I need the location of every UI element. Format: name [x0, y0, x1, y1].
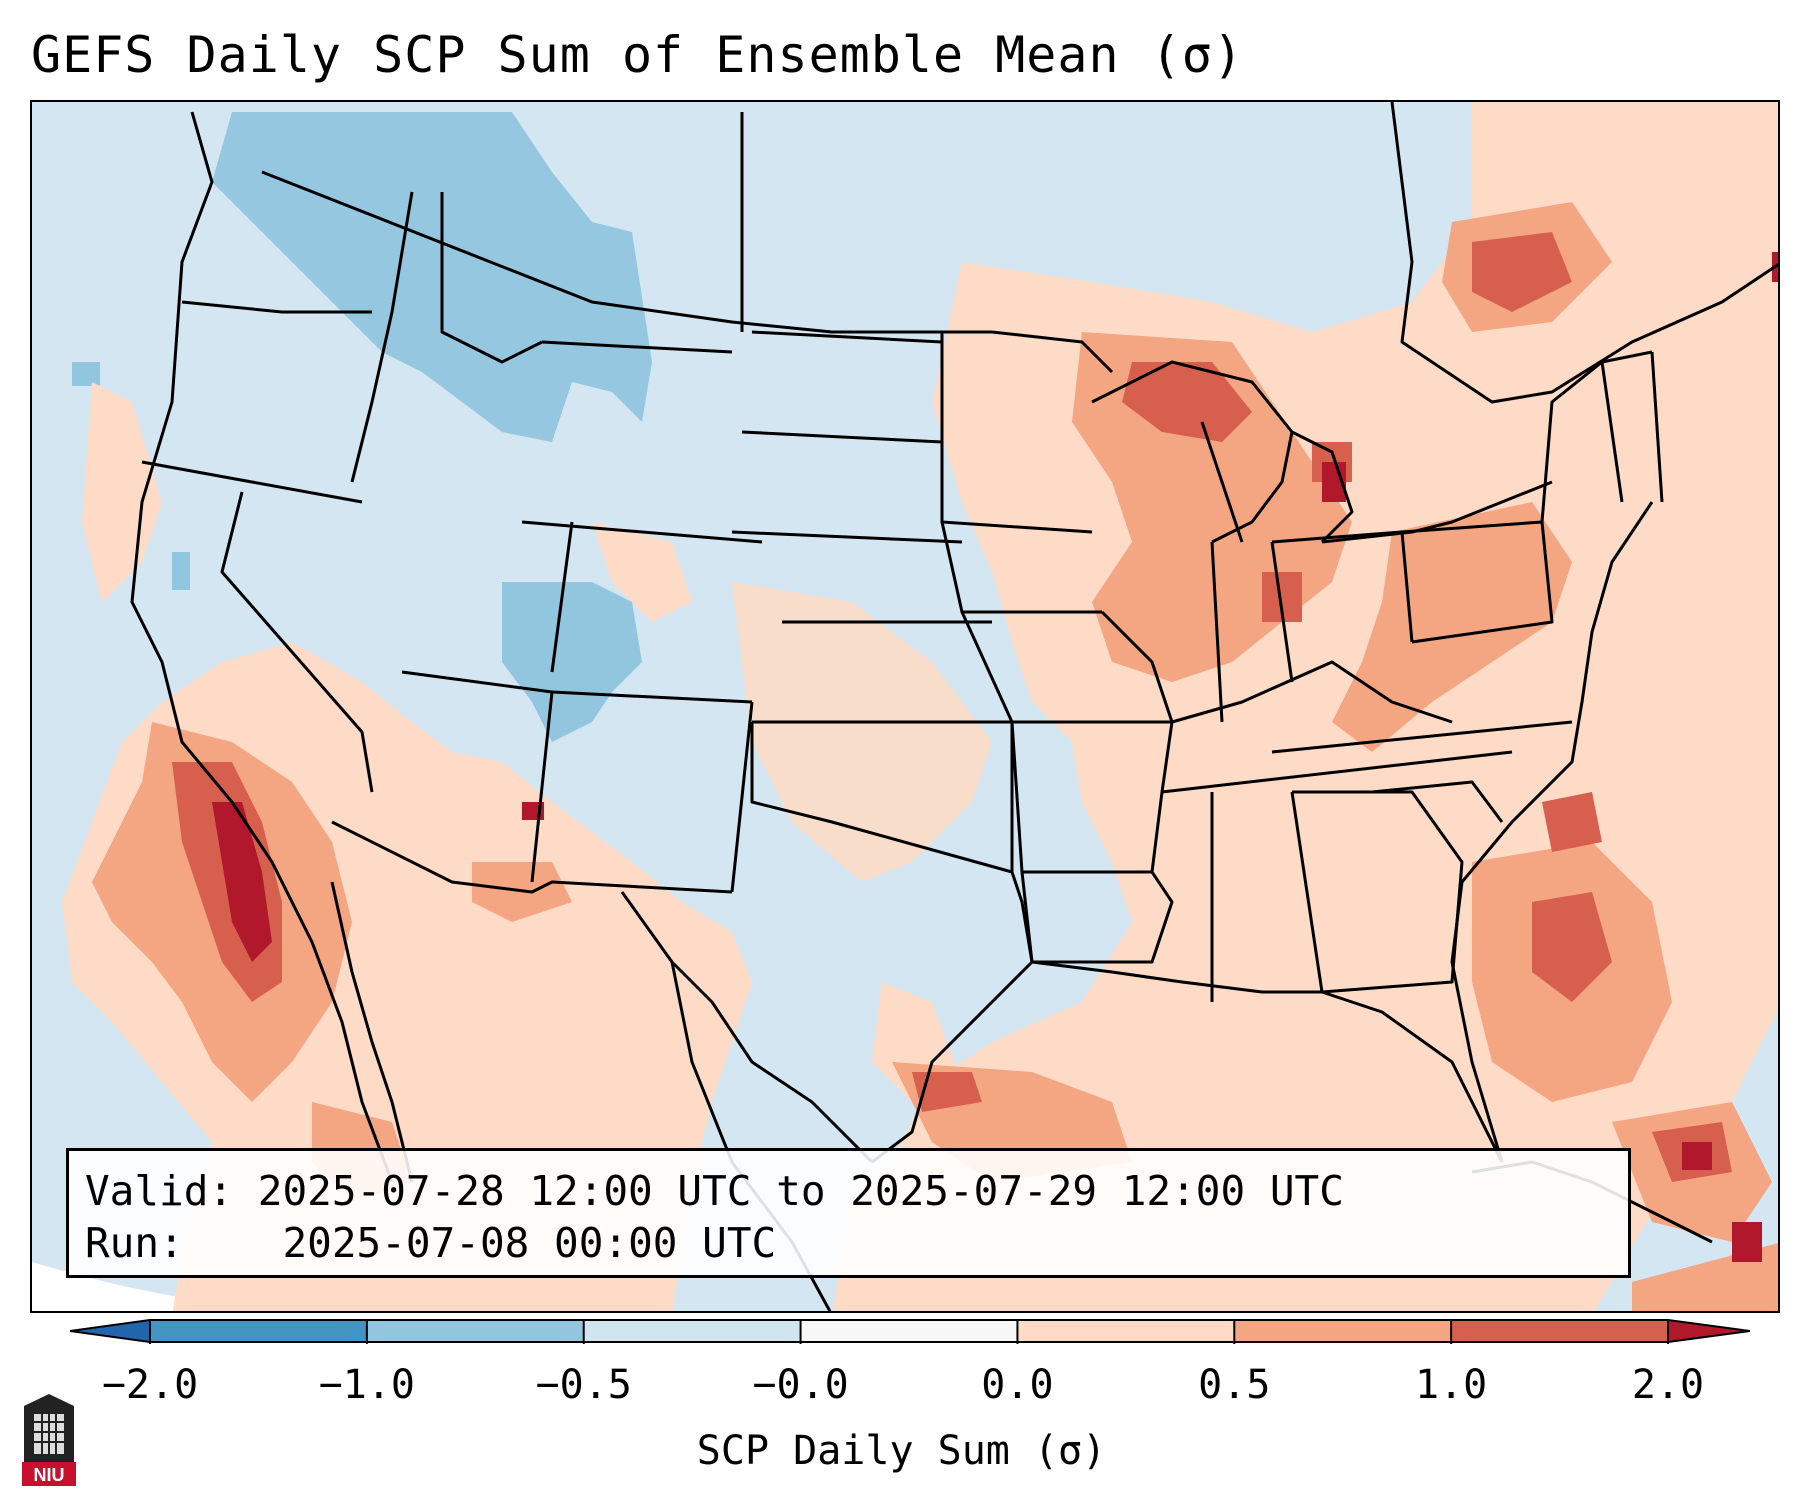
run-line: Run: 2025-07-08 00:00 UTC	[85, 1217, 1628, 1269]
colorbar-tick-label: 2.0	[1631, 1362, 1705, 1408]
colorbar-bin	[1017, 1320, 1235, 1342]
logo-text: NIU	[34, 1465, 65, 1485]
colorbar-tick-label: 0.0	[981, 1362, 1054, 1408]
colorbar-bin	[1234, 1320, 1452, 1342]
colorbar-bin	[1451, 1320, 1669, 1342]
colorbar-bin	[583, 1320, 802, 1342]
colorbar-tick-label: 1.0	[1415, 1362, 1488, 1408]
colorbar-bins	[150, 1320, 1669, 1342]
niu-logo: NIU	[22, 1394, 76, 1486]
colorbar-tick-label: −0.0	[752, 1362, 849, 1408]
run-label: Run:	[85, 1219, 184, 1267]
colorbar-over-extension	[1668, 1320, 1750, 1342]
colorbar-tick-label: 0.5	[1198, 1362, 1271, 1408]
chart-title: GEFS Daily SCP Sum of Ensemble Mean (σ)	[31, 26, 1244, 84]
anomaly-map	[32, 102, 1778, 1311]
valid-label: Valid:	[85, 1167, 234, 1215]
colorbar-ticks	[149, 1320, 1669, 1344]
colorbar-tick-label: −0.5	[535, 1362, 632, 1408]
projection-edge	[32, 1262, 279, 1311]
map-panel	[30, 100, 1780, 1313]
state-borders	[130, 102, 1778, 1311]
valid-line: Valid: 2025-07-28 12:00 UTC to 2025-07-2…	[85, 1165, 1628, 1217]
colorbar-bin	[150, 1320, 368, 1342]
valid-value: 2025-07-28 12:00 UTC to 2025-07-29 12:00…	[257, 1167, 1344, 1215]
colorbar-tick-label: −2.0	[101, 1362, 199, 1408]
colorbar-outline	[70, 1319, 1750, 1343]
colorbar-label: SCP Daily Sum (σ)	[696, 1428, 1107, 1474]
colorbar-under-extension	[70, 1320, 150, 1342]
positive-max-regions	[212, 252, 1778, 1262]
colorbar-bin	[366, 1320, 585, 1342]
colorbar-tick-label: −1.0	[318, 1362, 416, 1408]
colorbar	[70, 1319, 1750, 1344]
run-value: 2025-07-08 00:00 UTC	[282, 1219, 777, 1267]
valid-time-box: Valid: 2025-07-28 12:00 UTC to 2025-07-2…	[66, 1148, 1631, 1278]
colorbar-bin	[800, 1320, 1018, 1342]
